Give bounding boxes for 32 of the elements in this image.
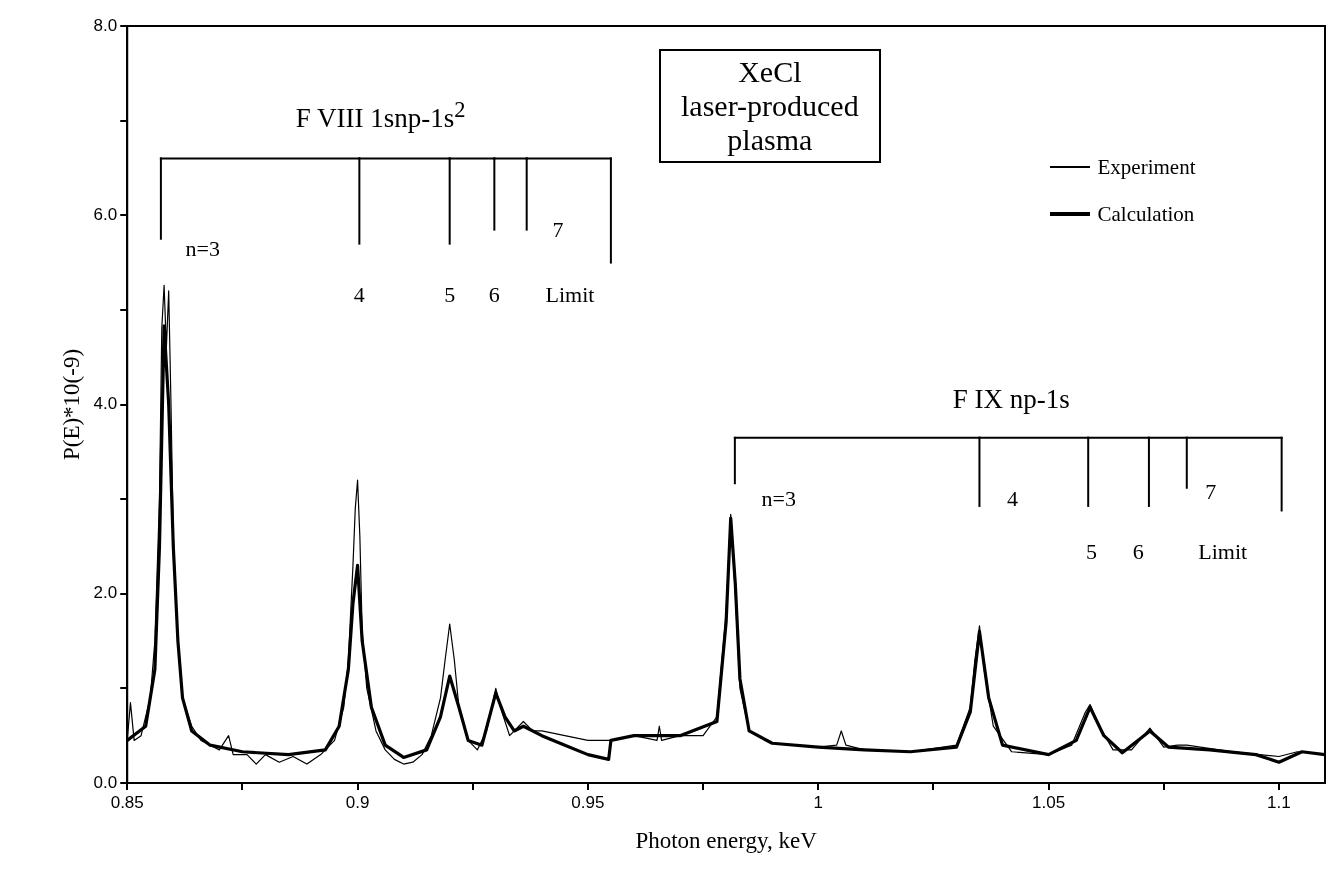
annotation: plasma xyxy=(726,122,814,157)
annotation: 5 xyxy=(444,281,456,307)
annotation: n=3 xyxy=(761,486,797,512)
y-tick-label: 0.0 xyxy=(93,772,118,792)
annotation: 4 xyxy=(1006,486,1018,512)
y-tick-label: 6.0 xyxy=(93,204,118,224)
y-tick-label: 8.0 xyxy=(93,15,118,35)
annotation: Limit xyxy=(1198,539,1248,565)
x-tick-label: 1.05 xyxy=(1032,792,1066,812)
y-axis-title: P(E)*10(-9) xyxy=(58,348,84,461)
y-tick-label: 2.0 xyxy=(93,583,118,603)
annotation: n=3 xyxy=(185,236,220,262)
x-axis-title: Photon energy, keV xyxy=(635,828,818,854)
legend-label: Calculation xyxy=(1097,201,1195,227)
y-tick-label: 4.0 xyxy=(93,394,118,414)
annotation: 4 xyxy=(353,281,365,307)
annotation: 6 xyxy=(488,281,500,307)
x-tick-label: 1 xyxy=(813,792,823,812)
x-tick-label: 0.95 xyxy=(571,792,605,812)
annotation: 7 xyxy=(1205,478,1217,504)
annotation: 5 xyxy=(1085,539,1097,565)
annotation: F IX np-1s xyxy=(952,383,1070,414)
legend-label: Experiment xyxy=(1097,154,1196,180)
x-tick-label: 1.1 xyxy=(1267,792,1291,812)
annotation: XeCl xyxy=(737,54,803,89)
annotation: 7 xyxy=(552,217,564,243)
annotation: laser-produced xyxy=(681,88,859,123)
x-tick-label: 0.85 xyxy=(110,792,144,812)
x-tick-label: 0.9 xyxy=(345,792,370,812)
annotation: F VIII 1snp-1s$^{2}$ xyxy=(295,96,466,133)
annotation: 6 xyxy=(1132,539,1144,565)
annotation: Limit xyxy=(545,281,595,307)
